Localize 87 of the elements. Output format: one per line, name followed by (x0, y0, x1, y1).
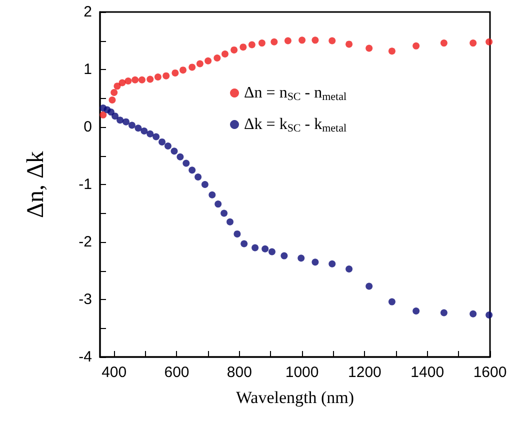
point (298, 36, 306, 44)
x-tick-label: 1600 (473, 364, 507, 381)
point (107, 108, 114, 116)
point (110, 89, 118, 96)
point (124, 78, 132, 84)
point (122, 118, 130, 126)
point (194, 174, 202, 181)
point (196, 60, 204, 68)
point (214, 200, 222, 208)
point (470, 40, 477, 47)
point (180, 66, 187, 74)
point (140, 128, 148, 135)
point (248, 41, 256, 48)
x-tick-label: 1200 (348, 364, 382, 381)
point (214, 54, 221, 62)
point (158, 138, 166, 146)
point (220, 210, 228, 217)
y-tick-label: -1 (78, 176, 92, 193)
point (312, 36, 319, 44)
y-tick-label: 1 (84, 61, 92, 78)
point (132, 76, 139, 84)
point (201, 181, 208, 188)
point (270, 38, 278, 46)
point (470, 310, 477, 318)
x-tick-label: 1000 (285, 364, 319, 381)
point (162, 72, 170, 80)
point (208, 191, 216, 198)
point (388, 298, 396, 306)
point (240, 240, 248, 248)
y-tick-label: -2 (78, 234, 92, 250)
point (128, 122, 136, 129)
point (172, 69, 179, 76)
point (188, 64, 196, 71)
point (240, 44, 247, 51)
point (112, 112, 119, 120)
point (221, 50, 228, 58)
point (268, 248, 276, 256)
point (138, 76, 146, 84)
point (328, 37, 336, 44)
x-tick-label: 600 (164, 364, 190, 381)
point (252, 244, 259, 252)
y-tick-label: -3 (78, 291, 92, 308)
point (134, 124, 142, 132)
point (114, 82, 121, 90)
x-tick-label: 1400 (410, 364, 444, 381)
point (298, 254, 305, 262)
x-tick-label: 400 (102, 364, 127, 381)
point (440, 309, 448, 316)
point (152, 133, 160, 140)
point (412, 308, 420, 314)
point (440, 40, 448, 47)
point (346, 266, 353, 273)
point (486, 38, 493, 46)
point (116, 116, 124, 124)
point (412, 42, 420, 50)
point (280, 252, 288, 260)
point (328, 260, 336, 268)
point (230, 46, 238, 54)
point (118, 79, 126, 86)
point (234, 230, 241, 238)
point (176, 153, 184, 160)
point (146, 76, 154, 83)
point (226, 218, 234, 226)
y-tick-label: 0 (84, 118, 92, 136)
y-tick-label: -4 (78, 348, 92, 366)
point (388, 48, 396, 55)
x-tick-label: 800 (226, 364, 252, 381)
point (262, 245, 269, 252)
point (146, 130, 154, 138)
point (182, 160, 190, 167)
point (164, 142, 172, 150)
point (154, 73, 162, 80)
point (366, 282, 373, 290)
point (108, 96, 116, 104)
y-tick-label: 2 (84, 4, 92, 20)
point (170, 148, 178, 155)
point (188, 166, 196, 174)
point (486, 312, 493, 319)
x-axis-title: Wavelength (nm) (236, 388, 354, 407)
point (204, 57, 212, 64)
point (312, 258, 319, 266)
point (284, 37, 292, 44)
point (366, 44, 373, 52)
point (100, 111, 107, 118)
point (346, 40, 353, 48)
point (258, 40, 266, 47)
y-axis-title: Δn, Δk (23, 151, 49, 218)
